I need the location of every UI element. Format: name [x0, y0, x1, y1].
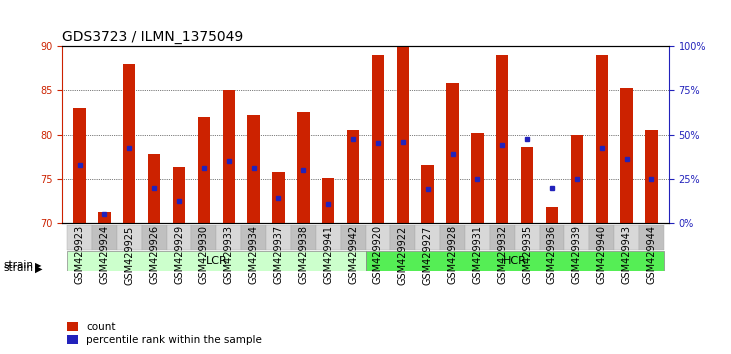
Text: GSM429935: GSM429935 [522, 225, 532, 284]
Bar [621, 88, 633, 223]
Bar [415, 225, 440, 250]
Text: GSM429934: GSM429934 [249, 225, 259, 284]
Bar [291, 225, 316, 250]
Text: strain: strain [4, 260, 34, 270]
Bar [645, 130, 658, 223]
Bar [117, 225, 142, 250]
Text: GDS3723 / ILMN_1375049: GDS3723 / ILMN_1375049 [62, 30, 243, 44]
Text: GSM429924: GSM429924 [99, 225, 110, 284]
Text: GSM429926: GSM429926 [149, 225, 159, 284]
Text: GSM429942: GSM429942 [348, 225, 358, 284]
Legend: count, percentile rank within the sample: count, percentile rank within the sample [67, 322, 262, 345]
Bar [546, 207, 558, 223]
Bar [639, 225, 664, 250]
Bar [247, 115, 260, 223]
Bar [98, 212, 110, 223]
Bar [490, 225, 515, 250]
Text: GSM429943: GSM429943 [621, 225, 632, 284]
Text: GSM429939: GSM429939 [572, 225, 582, 284]
Text: HCR: HCR [503, 256, 526, 266]
Text: GSM429925: GSM429925 [124, 225, 135, 285]
Bar [92, 225, 117, 250]
Text: GSM429940: GSM429940 [596, 225, 607, 284]
Bar [266, 225, 291, 250]
Bar [596, 55, 608, 223]
Bar [447, 83, 459, 223]
Bar [366, 225, 390, 250]
Text: GSM429930: GSM429930 [199, 225, 209, 284]
Text: GSM429931: GSM429931 [472, 225, 482, 284]
Bar [346, 130, 359, 223]
Bar [521, 147, 534, 223]
Bar [422, 165, 434, 223]
Bar [372, 55, 385, 223]
Text: GSM429936: GSM429936 [547, 225, 557, 284]
Bar [341, 225, 366, 250]
Bar [589, 225, 614, 250]
Bar [397, 46, 409, 223]
Bar [67, 225, 92, 250]
Text: GSM429932: GSM429932 [497, 225, 507, 284]
Bar [167, 225, 192, 250]
Text: ▶: ▶ [35, 261, 42, 270]
Bar [192, 225, 216, 250]
Bar [465, 225, 490, 250]
Bar [440, 225, 465, 250]
Bar [123, 64, 135, 223]
Bar [272, 172, 284, 223]
Bar [241, 225, 266, 250]
Text: strain: strain [4, 263, 34, 273]
Text: GSM429920: GSM429920 [373, 225, 383, 284]
Bar [73, 108, 86, 223]
Text: GSM429928: GSM429928 [447, 225, 458, 284]
Text: LCR: LCR [205, 256, 227, 266]
Text: GSM429922: GSM429922 [398, 225, 408, 285]
Bar [216, 225, 241, 250]
Text: GSM429933: GSM429933 [224, 225, 234, 284]
Text: GSM429944: GSM429944 [646, 225, 656, 284]
Bar [539, 225, 564, 250]
Bar [297, 112, 309, 223]
Bar [322, 178, 334, 223]
Text: GSM429937: GSM429937 [273, 225, 284, 284]
Bar [471, 133, 484, 223]
Bar [142, 225, 167, 250]
Bar [366, 251, 664, 271]
Text: GSM429923: GSM429923 [75, 225, 85, 284]
Text: GSM429941: GSM429941 [323, 225, 333, 284]
Bar [67, 251, 366, 271]
Text: GSM429938: GSM429938 [298, 225, 308, 284]
Text: GSM429927: GSM429927 [423, 225, 433, 285]
Text: GSM429929: GSM429929 [174, 225, 184, 284]
Bar [515, 225, 539, 250]
Bar [222, 90, 235, 223]
Bar [148, 154, 160, 223]
Bar [614, 225, 639, 250]
Bar [316, 225, 341, 250]
Bar [564, 225, 589, 250]
Text: ▶: ▶ [35, 263, 42, 273]
Bar [390, 225, 415, 250]
Bar [496, 55, 509, 223]
Bar [173, 167, 185, 223]
Bar [571, 135, 583, 223]
Bar [197, 117, 210, 223]
